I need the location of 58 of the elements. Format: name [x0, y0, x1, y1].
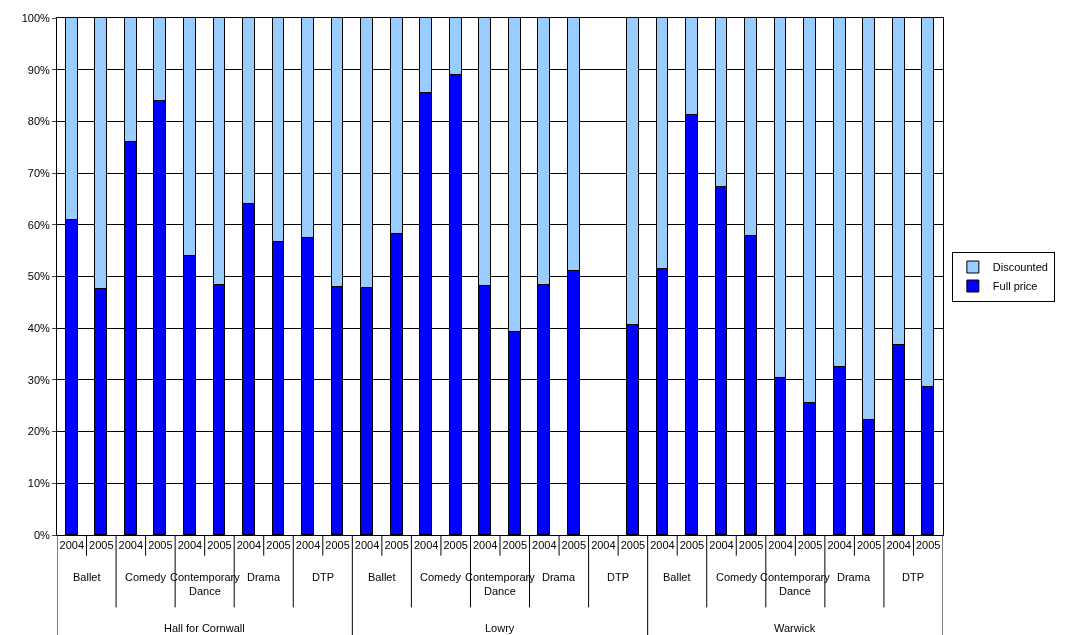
- x-tick-label: 2004: [177, 539, 203, 552]
- legend-label: Full price: [992, 280, 1038, 293]
- text: Ballet: [73, 571, 101, 583]
- x-tick-label: 2004: [886, 539, 911, 552]
- y-tick-label: 70%: [27, 166, 50, 179]
- x-tick-label: 2005: [443, 539, 468, 552]
- x-tick-label: 2005: [207, 539, 232, 552]
- text: Drama: [542, 571, 576, 583]
- x-tick-label: 2005: [856, 539, 882, 552]
- x-tick-label: 2004: [827, 539, 852, 552]
- y-tick-label: 10%: [27, 477, 50, 490]
- x-tick-label: 2005: [679, 539, 705, 552]
- text: Drama: [837, 571, 871, 583]
- x-tick-label: 2004: [413, 539, 439, 552]
- y-tick-label: 90%: [27, 63, 50, 76]
- text: Lowry: [485, 622, 515, 634]
- x-tick-label: 2005: [266, 539, 291, 552]
- x-tick-label: 2005: [915, 539, 941, 552]
- x-tick-label: 2004: [472, 539, 498, 552]
- legend-label: Discounted: [992, 261, 1048, 274]
- text: DTP: [902, 571, 924, 583]
- x-tick-label: 2004: [591, 539, 616, 552]
- text: Warwick: [774, 622, 816, 634]
- x-tick-label: 2005: [502, 539, 528, 552]
- y-tick-label: 80%: [27, 115, 50, 128]
- text: Ballet: [368, 571, 396, 583]
- x-tick-label: 2004: [650, 539, 675, 552]
- y-tick-label: 30%: [27, 373, 50, 386]
- text: Comedy: [716, 571, 758, 583]
- y-tick-label: 20%: [27, 425, 50, 438]
- y-tick-label: 40%: [27, 322, 50, 335]
- x-tick-label: 2004: [59, 539, 85, 552]
- y-tick-label: 60%: [27, 218, 50, 231]
- text: Comedy: [125, 571, 167, 583]
- text: Ballet: [663, 571, 691, 583]
- x-tick-label: 2005: [797, 539, 823, 552]
- x-tick-label: 2004: [236, 539, 262, 552]
- text: DTP: [312, 571, 334, 583]
- x-tick-label: 2005: [89, 539, 114, 552]
- x-tick-label: 2004: [532, 539, 557, 552]
- x-tick-label: 2004: [118, 539, 144, 552]
- text: Drama: [247, 571, 281, 583]
- text: Comedy: [420, 571, 462, 583]
- x-tick-label: 2005: [384, 539, 409, 552]
- text: DTP: [607, 571, 629, 583]
- x-tick-label: 2004: [768, 539, 793, 552]
- x-tick-label: 2005: [148, 539, 173, 552]
- x-tick-label: 2005: [325, 539, 350, 552]
- x-tick-label: 2005: [561, 539, 587, 552]
- x-tick-label: 2005: [620, 539, 646, 552]
- y-tick-label: 50%: [27, 270, 50, 283]
- text: Hall for Cornwall: [164, 622, 245, 634]
- x-tick-label: 2005: [738, 539, 764, 552]
- y-tick-label: 0%: [33, 528, 51, 541]
- x-tick-label: 2004: [709, 539, 734, 552]
- x-tick-label: 2004: [354, 539, 380, 552]
- y-tick-label: 100%: [21, 11, 51, 24]
- x-tick-label: 2004: [295, 539, 321, 552]
